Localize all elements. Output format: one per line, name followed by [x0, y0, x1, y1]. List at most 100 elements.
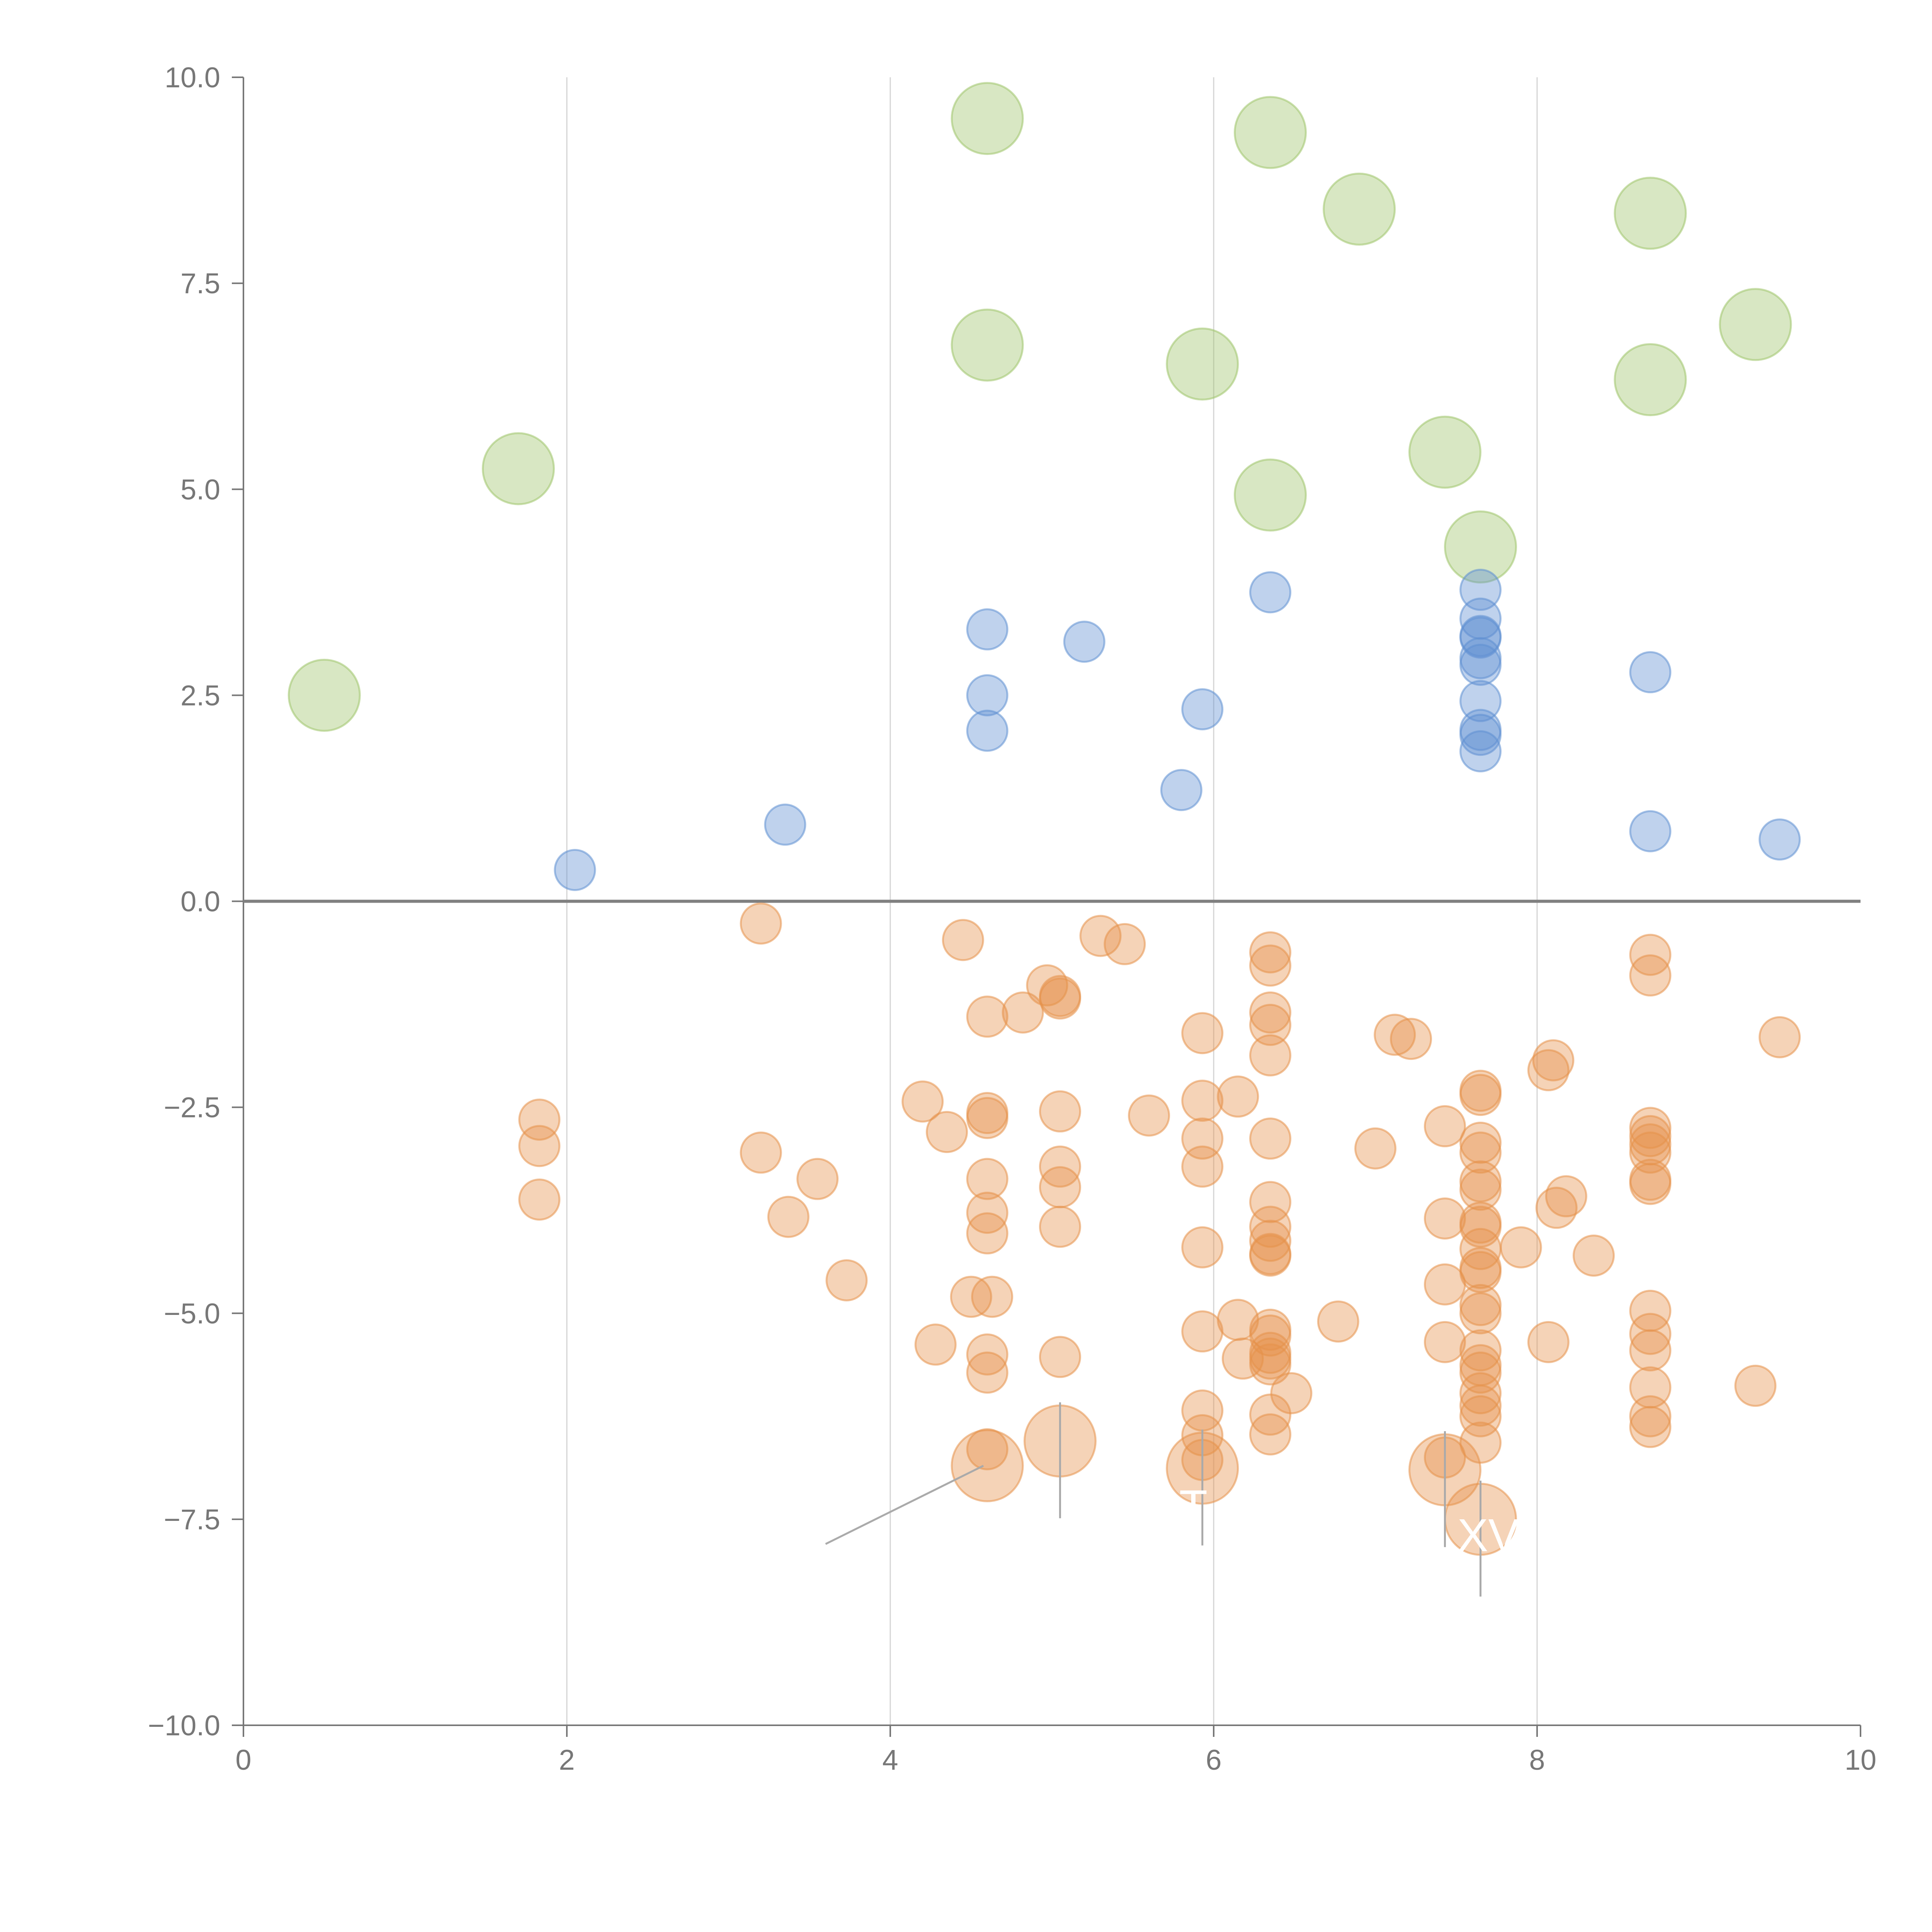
series-orange — [518, 902, 1801, 1481]
data-point-orange — [767, 1196, 810, 1238]
data-point-orange — [1354, 1127, 1396, 1170]
data-point-green — [951, 82, 1024, 155]
data-point-orange — [1217, 1075, 1259, 1118]
leader-line — [825, 1465, 984, 1545]
data-point-orange — [925, 1111, 968, 1153]
x-tick-label: 10 — [1845, 1744, 1876, 1776]
data-point-blue — [1459, 568, 1502, 611]
data-point-orange — [1039, 1090, 1081, 1133]
data-point-orange — [825, 1259, 868, 1301]
data-point-orange — [1734, 1364, 1777, 1407]
data-point-orange — [901, 1080, 944, 1123]
data-point-orange — [1629, 1395, 1672, 1437]
data-point-orange — [1423, 1263, 1466, 1306]
data-point-green — [287, 658, 361, 732]
data-point-orange — [1181, 1080, 1224, 1122]
data-point-orange — [1459, 1168, 1502, 1211]
data-point-orange — [942, 919, 984, 961]
data-point-orange — [1181, 1145, 1224, 1188]
data-point-orange — [1423, 1197, 1466, 1240]
data-point-orange — [1759, 1016, 1801, 1058]
data-point-blue — [1063, 621, 1105, 663]
data-point-blue — [554, 849, 596, 891]
axis-layer: 0 2 4 6 8 10 10.0 7.5 5.0 2.5 0.0 −2.5 −5.0 −7.5 −10.0 — [148, 61, 1876, 1776]
series-blue — [554, 568, 1801, 891]
data-point-orange — [971, 1276, 1014, 1318]
y-tick-label: 10.0 — [165, 61, 220, 94]
data-point-orange — [1249, 1314, 1291, 1357]
data-point-orange — [796, 1158, 839, 1200]
data-point-green — [1233, 96, 1307, 169]
data-point-green — [1233, 458, 1307, 532]
data-point-orange — [1317, 1300, 1359, 1343]
data-point-orange — [1249, 1234, 1291, 1277]
data-point-blue — [1249, 571, 1291, 614]
data-point-blue — [1459, 680, 1502, 722]
data-point-orange — [1423, 1321, 1466, 1363]
data-point-blue — [1160, 769, 1202, 811]
data-point-orange — [1249, 1343, 1291, 1386]
data-point-blue — [1459, 714, 1502, 756]
data-point-blue — [1459, 730, 1502, 772]
data-point-blue — [1629, 651, 1672, 694]
y-tick-label: −10.0 — [148, 1709, 220, 1742]
data-point-orange — [1459, 1329, 1502, 1372]
data-point-orange — [1104, 923, 1146, 965]
x-tick-label: 8 — [1529, 1744, 1545, 1776]
y-tick-label: 0.0 — [180, 886, 220, 918]
annotation-layer: T XV — [825, 1402, 1519, 1597]
data-point-orange — [1459, 1292, 1502, 1335]
data-point-orange — [1039, 1336, 1081, 1378]
data-point-green — [1408, 415, 1481, 489]
data-point-orange — [1249, 1003, 1291, 1046]
data-point-orange — [1039, 977, 1081, 1020]
data-point-orange — [1629, 1329, 1672, 1372]
data-point-orange — [1459, 1121, 1502, 1164]
data-point-orange — [1249, 991, 1291, 1034]
y-tick-label: 5.0 — [180, 473, 220, 505]
series-orange-large — [951, 1404, 1517, 1556]
data-point-orange — [1390, 1018, 1432, 1060]
annotation-label: T — [1179, 1481, 1208, 1532]
data-point-green — [1166, 327, 1239, 401]
data-point-orange — [1459, 1395, 1502, 1437]
data-point-orange — [966, 1333, 1009, 1376]
data-point-orange — [1039, 1206, 1081, 1248]
data-point-green — [1323, 172, 1396, 246]
data-point-orange — [1459, 1251, 1502, 1293]
data-point-orange — [1423, 1105, 1466, 1148]
data-point-orange — [1629, 954, 1672, 997]
data-point-orange — [1459, 1131, 1502, 1174]
data-point-green — [481, 432, 555, 505]
data-point-orange — [1249, 1117, 1291, 1160]
data-point-blue — [966, 674, 1009, 716]
data-point-orange — [1249, 931, 1291, 974]
y-tick-label: −5.0 — [164, 1298, 220, 1330]
data-point-orange — [1532, 1039, 1575, 1082]
data-point-blue — [966, 709, 1009, 752]
data-point-green — [1719, 288, 1792, 361]
data-point-orange — [1629, 1313, 1672, 1355]
data-point-orange — [1572, 1234, 1615, 1277]
data-point-orange — [1249, 1219, 1291, 1262]
data-point-orange — [1249, 1413, 1291, 1456]
data-point-orange — [966, 1097, 1009, 1139]
data-point-orange — [1459, 1384, 1502, 1427]
annotation-label: XV — [1458, 1510, 1519, 1561]
data-point-orange — [1128, 1094, 1170, 1137]
data-point-orange — [966, 1158, 1009, 1200]
data-point-blue — [1181, 688, 1224, 731]
data-point-orange — [1459, 1206, 1502, 1248]
data-point-green — [1614, 343, 1687, 417]
data-point-orange — [1545, 1175, 1587, 1218]
data-point-blue — [966, 608, 1009, 651]
data-point-orange — [518, 1178, 561, 1221]
data-point-orange — [966, 1212, 1009, 1255]
y-tick-label: −2.5 — [164, 1092, 220, 1124]
data-point-blue — [1629, 810, 1672, 852]
data-point-orange — [518, 1099, 561, 1141]
data-point-orange — [966, 995, 1009, 1038]
y-tick-label: 2.5 — [180, 679, 220, 711]
data-point-orange — [740, 902, 782, 945]
